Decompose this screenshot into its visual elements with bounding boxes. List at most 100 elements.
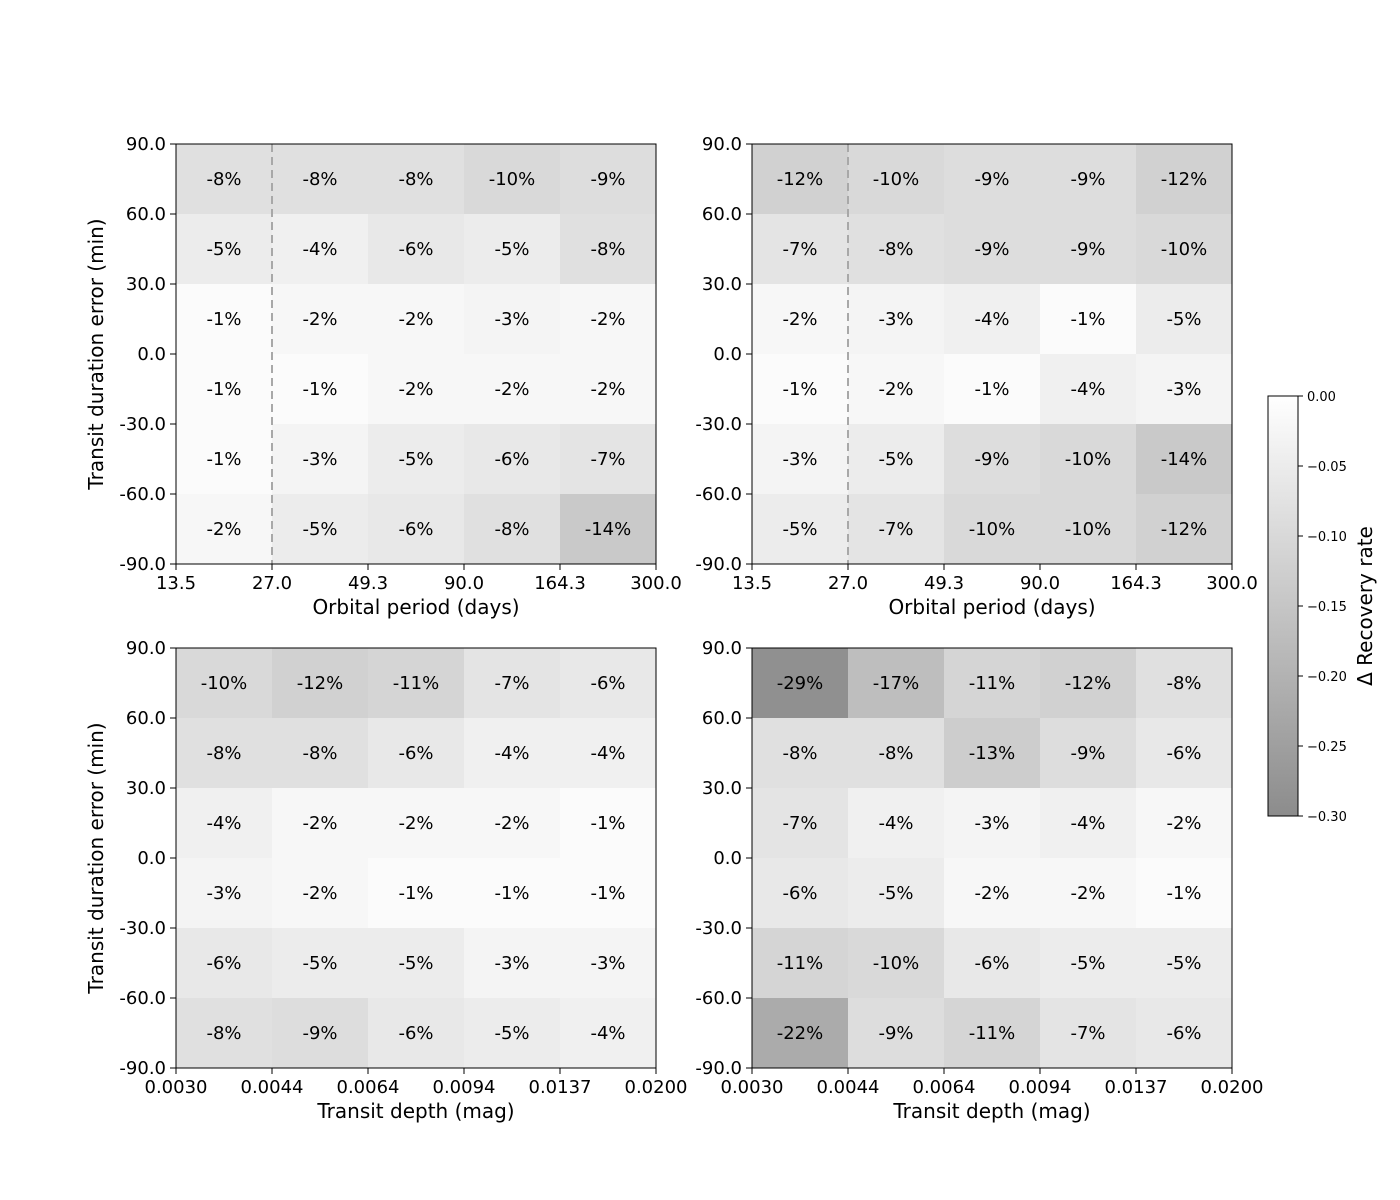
y-tick-label: 90.0	[702, 134, 742, 155]
cell-value-label: -10%	[1065, 449, 1112, 470]
cell-value-label: -2%	[398, 309, 433, 330]
y-tick-label: -60.0	[119, 484, 166, 505]
heatmap-cell	[368, 214, 465, 285]
heatmap-cell	[176, 144, 273, 215]
heatmap-cell	[368, 648, 465, 719]
cell-value-label: -8%	[206, 743, 241, 764]
y-tick-label: -90.0	[695, 1058, 742, 1079]
heatmap-cell	[368, 144, 465, 215]
cell-value-label: -7%	[590, 449, 625, 470]
x-tick-label: 0.0200	[625, 1077, 688, 1098]
cell-value-label: -6%	[206, 953, 241, 974]
heatmap-cell	[752, 998, 849, 1069]
heatmap-cell	[752, 718, 849, 789]
y-tick-label: -30.0	[119, 414, 166, 435]
cell-value-label: -4%	[590, 743, 625, 764]
cell-value-label: -6%	[1166, 1023, 1201, 1044]
cell-value-label: -7%	[878, 519, 913, 540]
cell-value-label: -10%	[969, 519, 1016, 540]
heatmap-cell	[1040, 998, 1137, 1069]
cell-value-label: -22%	[777, 1023, 824, 1044]
heatmap-cell	[272, 858, 369, 929]
cell-value-label: -2%	[590, 379, 625, 400]
heatmap-cell	[752, 354, 849, 425]
cell-value-label: -10%	[489, 169, 536, 190]
heatmap-cell	[848, 648, 945, 719]
cell-value-label: -3%	[302, 449, 337, 470]
heatmap-cell	[272, 648, 369, 719]
heatmap-cell	[944, 494, 1041, 565]
cell-value-label: -4%	[1070, 379, 1105, 400]
colorbar-tick-label: 0.00	[1307, 390, 1336, 405]
heatmap-cell	[848, 214, 945, 285]
cell-value-label: -10%	[1065, 519, 1112, 540]
cell-value-label: -2%	[302, 309, 337, 330]
cell-value-label: -2%	[590, 309, 625, 330]
heatmap-cell	[752, 284, 849, 355]
y-tick-label: 90.0	[126, 638, 166, 659]
heatmap-cell	[752, 144, 849, 215]
heatmap-cell	[176, 424, 273, 495]
heatmap-cell	[848, 928, 945, 999]
colorbar: 0.00 −0.05 −0.10 −0.15 −0.20 −0.25 −0.30 Δ Reco…	[1267, 390, 1377, 825]
heatmap-cell	[1040, 214, 1137, 285]
cell-value-label: -9%	[302, 1023, 337, 1044]
cell-value-label: -9%	[974, 449, 1009, 470]
heatmap-cell	[272, 424, 369, 495]
cell-value-label: -1%	[590, 883, 625, 904]
cell-value-label: -3%	[494, 953, 529, 974]
heatmap-cell	[944, 354, 1041, 425]
cell-value-label: -3%	[782, 449, 817, 470]
cell-value-label: -2%	[302, 883, 337, 904]
cell-value-label: -2%	[494, 813, 529, 834]
cell-value-label: -29%	[777, 673, 824, 694]
y-tick-label: -60.0	[695, 988, 742, 1009]
x-tick-label: 27.0	[828, 573, 868, 594]
cell-value-label: -12%	[1161, 169, 1208, 190]
cell-value-label: -7%	[494, 673, 529, 694]
cell-value-label: -2%	[1166, 813, 1201, 834]
heatmap-cell	[368, 424, 465, 495]
heatmap-cell	[560, 424, 657, 495]
x-tick-label: 0.0030	[721, 1077, 784, 1098]
x-tick-label: 0.0064	[913, 1077, 976, 1098]
heatmap-cell	[368, 788, 465, 859]
cell-value-label: -7%	[782, 813, 817, 834]
heatmap-cell	[560, 788, 657, 859]
heatmap-cell	[1136, 354, 1233, 425]
heatmap-cell	[752, 788, 849, 859]
cell-value-label: -17%	[873, 673, 920, 694]
cell-value-label: -2%	[206, 519, 241, 540]
cell-value-label: -2%	[878, 379, 913, 400]
heatmap-cell	[1136, 144, 1233, 215]
heatmap-cell	[944, 648, 1041, 719]
cell-value-label: -6%	[398, 1023, 433, 1044]
heatmap-cell	[1136, 648, 1233, 719]
cell-value-label: -2%	[974, 883, 1009, 904]
x-tick-label: 0.0044	[817, 1077, 880, 1098]
heatmap-cell	[272, 718, 369, 789]
heatmap-cell	[560, 284, 657, 355]
cell-value-label: -2%	[782, 309, 817, 330]
heatmap-cell	[176, 928, 273, 999]
y-tick-label: 60.0	[702, 708, 742, 729]
colorbar-gradient	[1267, 395, 1299, 817]
heatmap-cell	[464, 494, 561, 565]
y-tick-label: 30.0	[126, 274, 166, 295]
cell-value-label: -2%	[398, 379, 433, 400]
heatmap-cell	[1040, 424, 1137, 495]
cell-value-label: -4%	[206, 813, 241, 834]
heatmap-cell	[560, 214, 657, 285]
cell-value-label: -11%	[393, 673, 440, 694]
heatmap-cell	[752, 494, 849, 565]
heatmap-cell	[752, 928, 849, 999]
cell-value-label: -5%	[1070, 953, 1105, 974]
heatmap-cell	[272, 354, 369, 425]
heatmap-cell	[1040, 354, 1137, 425]
heatmap-cell	[464, 144, 561, 215]
heatmap-cell	[368, 998, 465, 1069]
colorbar-tick-label: −0.30	[1307, 810, 1347, 825]
cell-value-label: -11%	[777, 953, 824, 974]
x-axis-label: Transit depth (mag)	[892, 1099, 1090, 1123]
